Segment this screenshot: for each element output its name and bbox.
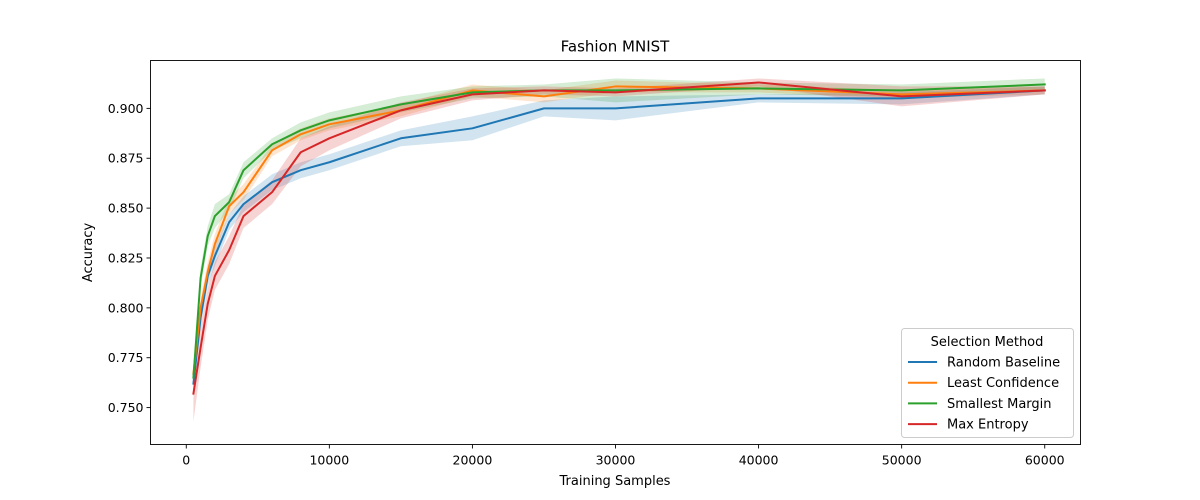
legend-box	[901, 328, 1074, 438]
legend-label: Random Baseline	[947, 356, 1060, 371]
x-tick-label: 60000	[1025, 453, 1065, 468]
y-tick-label: 0.800	[108, 300, 144, 315]
line-max-entropy	[192, 81, 1046, 395]
x-tick-label: 20000	[453, 453, 493, 468]
legend: Selection Method Random Baseline Least Co…	[901, 328, 1074, 438]
line-random-baseline	[192, 89, 1046, 385]
legend-label: Smallest Margin	[947, 397, 1052, 412]
legend-items: Random Baseline Least Confidence Smallest …	[908, 356, 1060, 433]
x-tick-label: 0	[182, 453, 190, 468]
line-smallest-margin	[192, 83, 1046, 379]
y-tick-label: 0.850	[108, 201, 144, 216]
x-tick-label: 50000	[882, 453, 922, 468]
series-lines	[192, 81, 1046, 395]
chart-title: Fashion MNIST	[561, 38, 670, 56]
x-tick-label: 10000	[309, 453, 349, 468]
y-tick-label: 0.900	[108, 101, 144, 116]
legend-label: Max Entropy	[947, 418, 1029, 433]
x-axis-label: Training Samples	[559, 474, 671, 489]
legend-title: Selection Method	[931, 335, 1044, 350]
y-tick-label: 0.825	[108, 250, 144, 265]
x-axis-ticks: 0 10000 20000 30000 40000 50000 60000	[182, 444, 1065, 468]
x-tick-label: 40000	[739, 453, 779, 468]
x-tick-label: 30000	[596, 453, 636, 468]
y-axis-ticks: 0.750 0.775 0.800 0.825 0.850 0.875 0.900	[108, 101, 151, 415]
y-axis-label: Accuracy	[81, 223, 96, 283]
legend-label: Least Confidence	[947, 376, 1059, 391]
y-tick-label: 0.775	[108, 350, 144, 365]
y-tick-label: 0.750	[108, 400, 144, 415]
y-tick-label: 0.875	[108, 151, 144, 166]
